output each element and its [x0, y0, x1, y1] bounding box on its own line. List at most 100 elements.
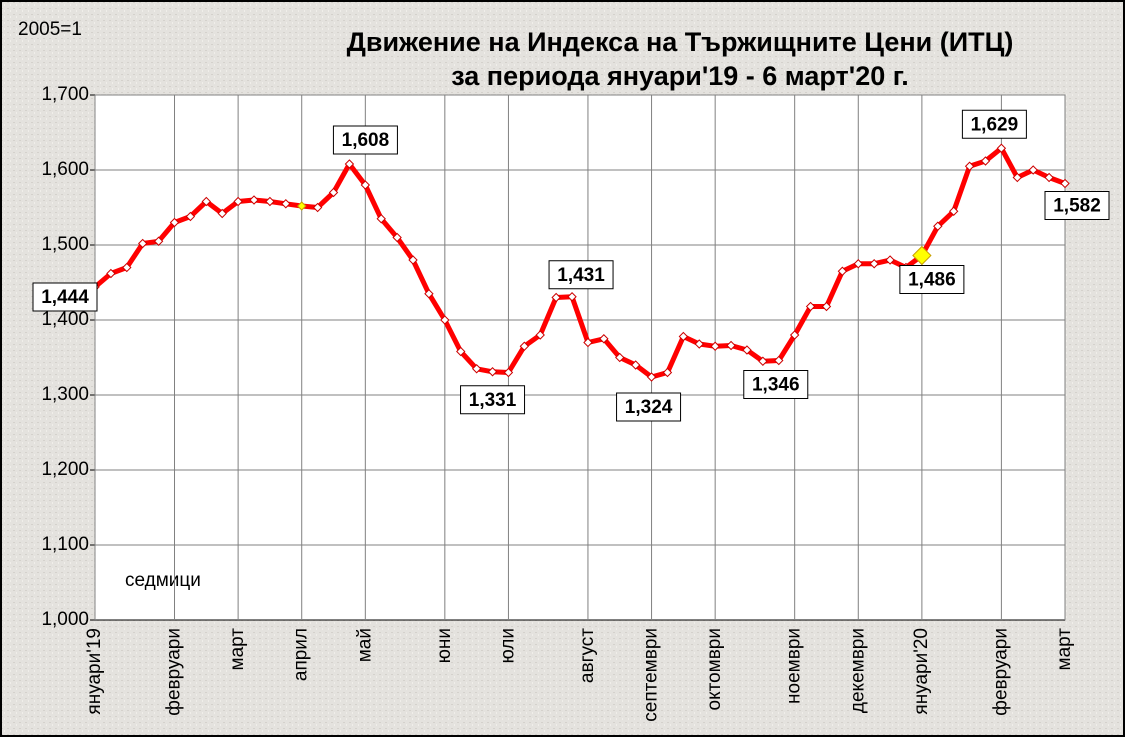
marker — [392, 232, 402, 243]
marker — [344, 159, 355, 169]
data-label: 1,431 — [557, 265, 605, 286]
marker — [742, 345, 752, 355]
marker — [535, 330, 545, 340]
x-tick-label: октомври — [704, 628, 725, 711]
x-tick-label: септември — [641, 628, 662, 722]
data-label-box — [743, 370, 809, 399]
marker — [169, 217, 180, 228]
data-label-box — [961, 109, 1027, 139]
data-label: 1,486 — [908, 270, 956, 291]
y-tick-label: 1,600 — [41, 159, 89, 180]
x-tick-label: януари'20 — [911, 628, 932, 715]
marker — [360, 180, 371, 190]
marker — [551, 292, 561, 303]
data-label: 1,331 — [469, 390, 517, 411]
marker — [456, 346, 466, 357]
x-tick-label: юли — [497, 628, 518, 664]
marker — [912, 245, 932, 266]
x-tick-label: април — [291, 628, 312, 681]
marker — [217, 208, 227, 219]
marker — [583, 337, 593, 348]
x-tick-label: януари'19 — [84, 628, 105, 715]
chart-title: за периода януари'19 - 6 март'20 г. — [451, 61, 909, 91]
marker — [503, 367, 514, 378]
marker — [758, 356, 768, 366]
data-label-box — [899, 265, 965, 294]
marker — [297, 201, 307, 211]
marker — [869, 259, 879, 269]
data-label-box — [548, 260, 614, 290]
marker — [137, 238, 148, 249]
x-tick-label: март — [1054, 628, 1075, 671]
x-tick-label: март — [227, 628, 248, 671]
data-label: 1,346 — [752, 375, 800, 396]
x-tick-label: ноември — [784, 628, 805, 704]
marker — [249, 195, 259, 205]
marker — [694, 339, 704, 349]
marker — [710, 341, 720, 351]
data-label-box — [32, 282, 98, 312]
y-tick-label: 1,400 — [41, 309, 89, 330]
data-label: 1,324 — [625, 397, 673, 418]
marker — [726, 340, 736, 351]
x-axis-label: седмици — [125, 570, 201, 591]
marker — [789, 330, 800, 340]
marker — [980, 156, 991, 166]
marker — [265, 196, 275, 207]
data-label: 1,608 — [342, 130, 390, 151]
marker — [519, 341, 530, 351]
y-tick-label: 1,000 — [41, 609, 89, 630]
marker — [678, 331, 689, 342]
y-tick-label: 1,100 — [41, 534, 89, 555]
marker — [153, 236, 164, 246]
marker — [646, 372, 657, 382]
y-tick-label: 1,200 — [41, 459, 89, 480]
plot-area — [94, 94, 1066, 621]
marker — [122, 262, 132, 273]
data-label: 1,582 — [1053, 196, 1101, 217]
data-label-box — [332, 125, 398, 155]
data-label-box — [616, 392, 682, 422]
marker — [615, 352, 625, 363]
chart-title: Движение на Индекса на Тържищните Цени (… — [347, 27, 1014, 57]
marker — [885, 255, 895, 265]
marker — [567, 292, 577, 302]
y-tick-label: 1,500 — [41, 234, 89, 255]
marker — [312, 202, 323, 213]
data-label-box — [460, 385, 526, 415]
marker — [408, 255, 418, 265]
data-label: 1,444 — [41, 287, 89, 308]
marker — [185, 211, 196, 222]
marker — [948, 206, 959, 216]
marker — [233, 196, 243, 207]
marker — [201, 196, 212, 207]
marker — [630, 360, 641, 370]
marker — [662, 367, 673, 378]
marker — [281, 199, 291, 209]
marker — [376, 214, 386, 224]
marker — [964, 161, 975, 171]
marker — [471, 364, 482, 374]
y-tick-label: 1,700 — [41, 84, 89, 105]
x-tick-label: февруари — [164, 628, 185, 716]
marker — [487, 367, 498, 377]
marker — [996, 143, 1007, 153]
x-tick-label: август — [577, 628, 598, 683]
data-label: 1,629 — [971, 114, 1019, 135]
marker — [774, 355, 784, 366]
data-label-box — [1044, 191, 1110, 220]
marker — [805, 301, 816, 312]
x-tick-label: май — [354, 628, 375, 662]
marker — [837, 266, 848, 276]
subtitle: 2005=1 — [18, 19, 82, 40]
marker — [821, 301, 832, 312]
x-tick-label: юни — [434, 628, 455, 663]
marker — [1012, 172, 1023, 183]
x-tick-label: февруари — [990, 628, 1011, 716]
marker — [424, 289, 434, 299]
y-tick-label: 1,300 — [41, 384, 89, 405]
marker — [853, 259, 863, 269]
marker — [599, 334, 609, 344]
marker — [440, 315, 450, 325]
